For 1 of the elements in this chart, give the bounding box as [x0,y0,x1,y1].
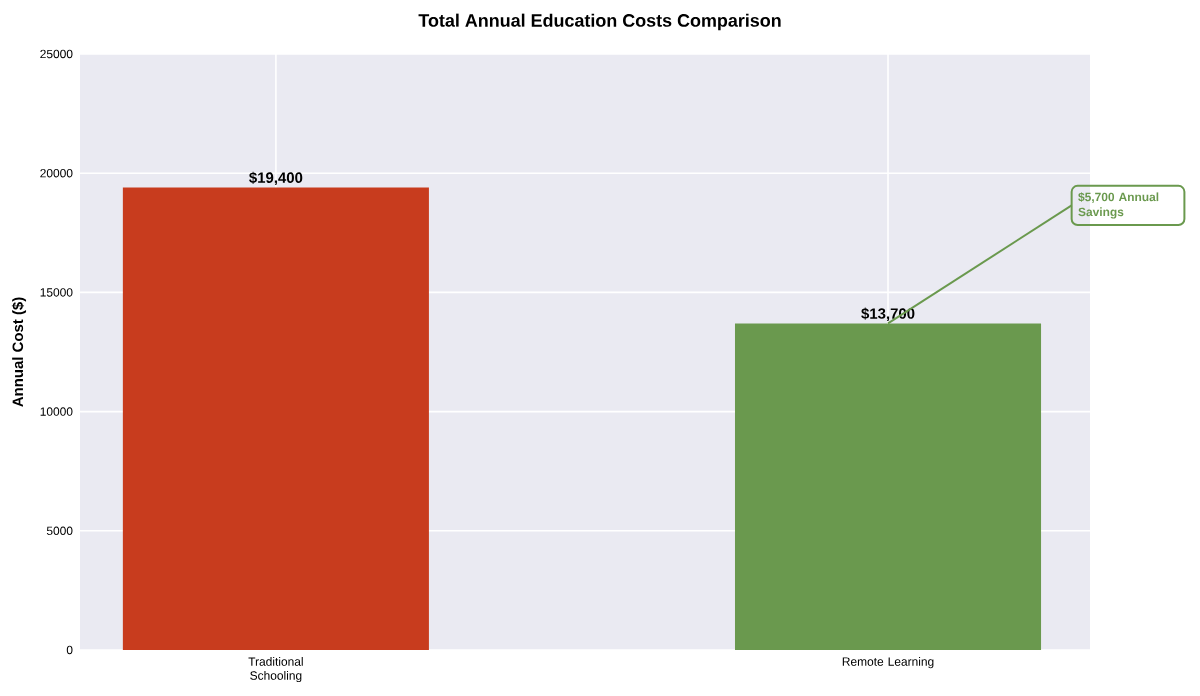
chart-title: Total Annual Education Costs Comparison [418,13,781,31]
